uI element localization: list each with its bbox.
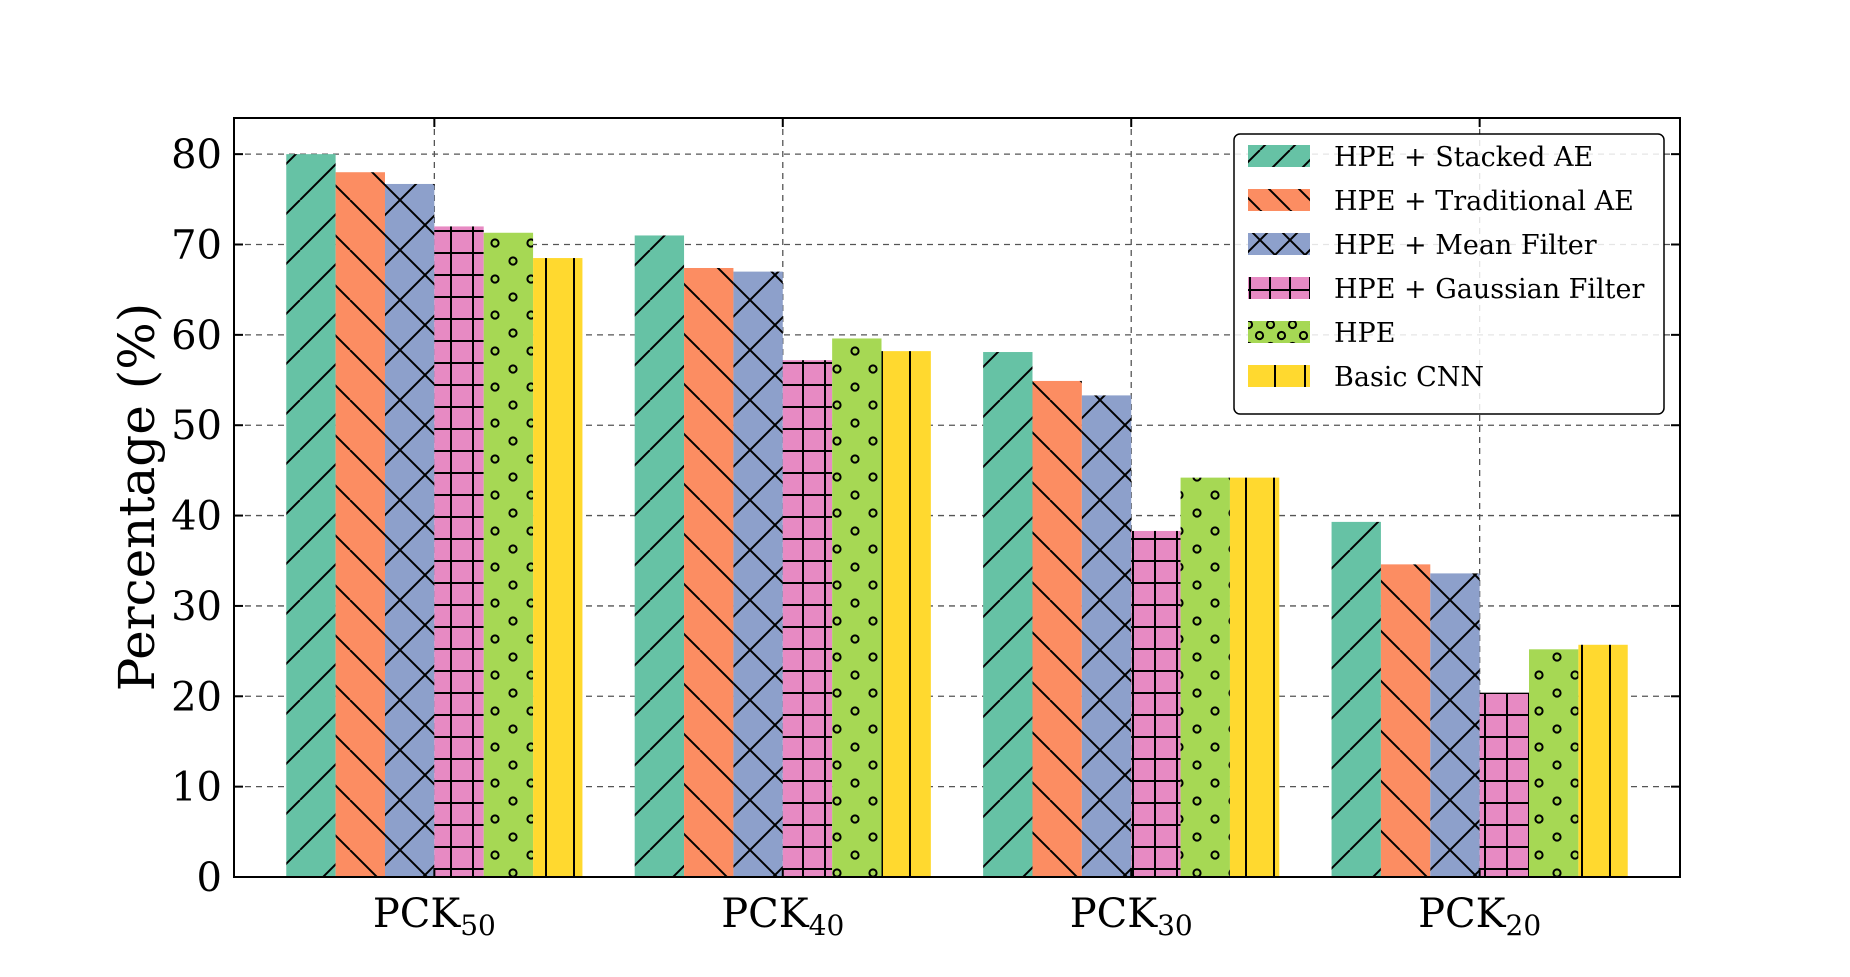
legend-swatch-4: [1248, 321, 1310, 343]
bar-PCK40-series-5: [881, 351, 931, 877]
bar-PCK40-series-1: [684, 267, 734, 877]
bar-PCK40-series-2: [733, 271, 783, 877]
bar-PCK20-series-3: [1479, 692, 1530, 877]
x-tick-label-base: PCK: [1070, 891, 1159, 937]
y-tick-label: 60: [171, 313, 222, 359]
bar-PCK30-series-4: [1180, 477, 1230, 877]
bar-PCK40-series-4: [832, 338, 882, 877]
x-tick-label-PCK40: PCK40: [721, 891, 844, 942]
bar-PCK50-series-4: [483, 232, 534, 878]
y-tick-label: 40: [171, 494, 222, 540]
legend: HPE + Stacked AE HPE + Traditional AE HPE …: [1233, 133, 1665, 415]
x-tick-label-base: PCK: [373, 891, 462, 937]
legend-label-5: Basic CNN: [1334, 362, 1484, 393]
bar-PCK20-series-1: [1380, 564, 1431, 877]
y-tick-label: 80: [171, 132, 222, 178]
bar-PCK40-series-0: [634, 235, 685, 877]
bar-PCK50-series-3: [434, 226, 484, 877]
legend-label-0: HPE + Stacked AE: [1334, 142, 1593, 173]
legend-swatch-1: [1248, 189, 1310, 211]
x-tick-label-subscript: 20: [1506, 909, 1542, 942]
x-tick-label-base: PCK: [721, 891, 810, 937]
legend-label-4: HPE: [1334, 318, 1395, 349]
legend-swatch-0: [1248, 145, 1310, 167]
plot-frame: [233, 117, 1681, 878]
bar-PCK20-series-0: [1331, 521, 1381, 877]
bar-PCK50-series-1: [335, 172, 385, 877]
x-tick-label-PCK20: PCK20: [1418, 891, 1541, 942]
legend-label-3: HPE + Gaussian Filter: [1334, 274, 1645, 305]
bar-PCK30-series-5: [1229, 477, 1280, 877]
bar-PCK20-series-2: [1430, 573, 1480, 877]
x-tick-label-PCK50: PCK50: [373, 891, 496, 942]
x-tick-label-subscript: 30: [1157, 909, 1193, 942]
legend-box: [1233, 133, 1665, 415]
bar-PCK50-series-2: [384, 183, 435, 878]
legend-swatch-2: [1248, 233, 1310, 255]
bar-PCK40-series-3: [782, 360, 833, 878]
y-tick-label: 30: [171, 584, 222, 630]
bar-PCK30-series-2: [1081, 395, 1132, 877]
bar-PCK50-series-0: [286, 154, 336, 878]
y-tick-label: 0: [197, 855, 222, 901]
legend-swatch-5: [1248, 365, 1310, 387]
legend-swatch-3: [1248, 277, 1310, 299]
y-tick-label: 50: [171, 403, 222, 449]
y-tick-label: 20: [171, 674, 222, 720]
x-tick-label-subscript: 40: [809, 909, 845, 942]
bar-PCK20-series-4: [1529, 649, 1579, 877]
y-axis-ticks: 0 10 20 30 40 50 60 70 80: [171, 132, 1680, 901]
x-axis-ticks: PCK50 PCK40 PCK30 PCK20: [373, 118, 1541, 942]
y-tick-label: 10: [171, 765, 222, 811]
y-tick-label: 70: [171, 223, 222, 269]
bar-PCK30-series-3: [1131, 530, 1181, 877]
legend-label-1: HPE + Traditional AE: [1334, 186, 1634, 217]
bar-PCK50-series-5: [533, 258, 583, 877]
bar-PCK30-series-1: [1032, 380, 1082, 877]
bar-PCK20-series-5: [1578, 644, 1628, 877]
x-tick-label-base: PCK: [1418, 891, 1507, 937]
bar-PCK30-series-0: [983, 352, 1033, 877]
x-tick-label-subscript: 50: [460, 909, 496, 942]
x-tick-label-PCK30: PCK30: [1070, 891, 1193, 942]
legend-label-2: HPE + Mean Filter: [1334, 230, 1597, 261]
y-axis-label: Percentage (%): [108, 303, 166, 692]
bars: [286, 154, 1628, 878]
